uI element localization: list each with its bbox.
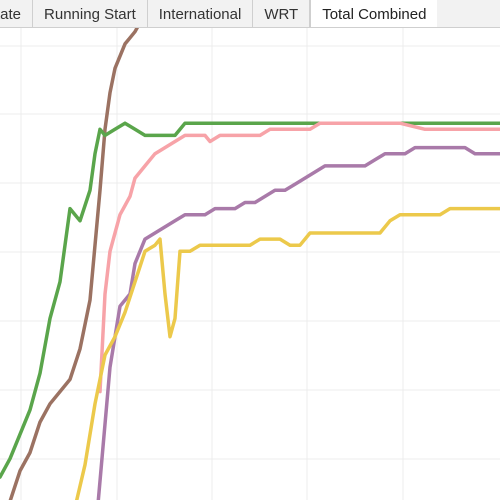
series-line-5: [74, 206, 500, 500]
series-line-3: [98, 121, 500, 394]
chart-series: [0, 28, 500, 500]
series-line-1: [8, 28, 140, 500]
chart-grid: [0, 28, 500, 500]
tab-wrt[interactable]: WRT: [253, 0, 311, 27]
tab-bar: tate Running Start International WRT Tot…: [0, 0, 500, 28]
line-chart: [0, 28, 500, 500]
tab-total-combined[interactable]: Total Combined: [310, 0, 438, 27]
series-line-4: [96, 145, 500, 500]
line-chart-svg: [0, 28, 500, 500]
tab-international[interactable]: International: [147, 0, 254, 27]
series-line-2: [0, 121, 500, 479]
tab-running-start[interactable]: Running Start: [33, 0, 148, 27]
tab-state[interactable]: tate: [0, 0, 34, 27]
